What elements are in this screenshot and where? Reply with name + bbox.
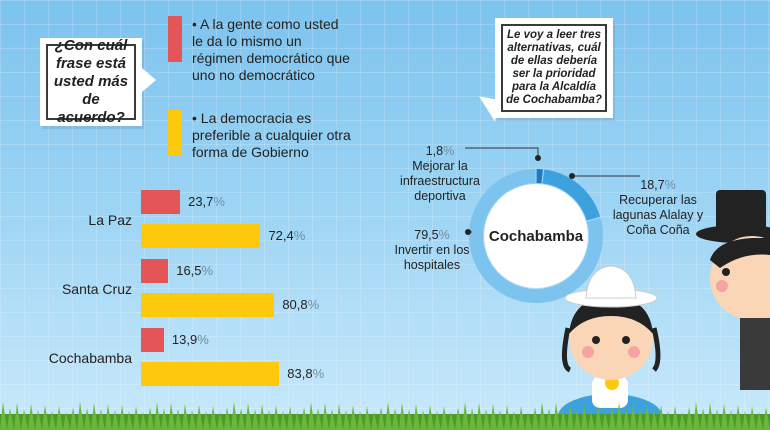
bar-unit: %	[312, 366, 325, 381]
donut-annotation: 18,7% Recuperar las lagunas Alalay y Coñ…	[608, 178, 708, 238]
cheek-right	[628, 346, 640, 358]
donut-center-label: Cochabamba	[488, 227, 584, 245]
legend-swatch-red	[168, 16, 182, 62]
bar-value-label: 23,7%	[188, 194, 225, 209]
slice-label: Invertir en los hospitales	[394, 243, 470, 272]
donut-svg	[469, 169, 603, 303]
city-label: Santa Cruz	[61, 281, 132, 297]
bar-value-label: 83,8%	[287, 366, 324, 381]
question-right-text: Le voy a leer tres alternativas, cuál de…	[501, 24, 607, 112]
question-bubble-left: ¿Con cuál frase está usted más de acuerd…	[40, 37, 156, 126]
bar-value: 13,9	[171, 332, 198, 347]
bar-unit: %	[293, 228, 306, 243]
donut-chart: Cochabamba	[462, 162, 610, 310]
eye	[722, 268, 730, 276]
bubble-tail	[142, 68, 156, 92]
slice-unit: %	[664, 178, 676, 192]
donut-slice	[469, 169, 603, 303]
bar-value: 80,8	[282, 297, 308, 312]
city-label: Cochabamba	[48, 350, 132, 366]
braid-left	[562, 327, 572, 373]
bar-value-label: 72,4%	[268, 228, 305, 243]
donut-slice	[542, 169, 601, 221]
top-hat-crown	[716, 190, 766, 232]
legend-label: • La democracia es preferible a cualquie…	[192, 110, 351, 160]
legend-label: • A la gente como usted le da lo mismo u…	[192, 16, 350, 83]
bar	[141, 190, 181, 214]
donut-annotation: 79,5% Invertir en los hospitales	[388, 228, 476, 273]
slice-value: 18,7	[640, 178, 665, 192]
bubble-tail	[475, 96, 499, 122]
slice-unit: %	[438, 228, 450, 242]
city-label: La Paz	[88, 212, 132, 228]
bar	[141, 362, 280, 386]
legend-item-red: • A la gente como usted le da lo mismo u…	[168, 16, 353, 84]
bar-unit: %	[197, 332, 209, 347]
bar-unit: %	[307, 297, 320, 312]
grass-border	[0, 402, 770, 430]
bar-value-label: 13,9%	[172, 332, 209, 347]
hair-shape	[710, 238, 770, 268]
man-illustration	[696, 190, 770, 390]
bar	[141, 328, 164, 352]
bar	[141, 293, 275, 317]
bar	[141, 259, 169, 283]
grass-blades	[0, 402, 770, 430]
bar-value: 23,7	[188, 194, 214, 209]
bar-unit: %	[213, 194, 225, 209]
bar-value: 72,4	[268, 228, 294, 243]
slice-unit: %	[443, 144, 455, 158]
bar-value: 16,5	[176, 263, 202, 278]
bar-value-label: 16,5%	[176, 263, 213, 278]
donut-hole	[484, 184, 588, 288]
eye-left	[592, 336, 600, 344]
blouse-shape	[592, 376, 628, 408]
legend-swatch-yellow	[168, 110, 182, 156]
question-bubble-right: Le voy a leer tres alternativas, cuál de…	[475, 18, 613, 122]
bar-value: 83,8	[287, 366, 313, 381]
legend-item-yellow: • La democracia es preferible a cualquie…	[168, 110, 358, 161]
hat-crown	[585, 265, 637, 299]
slice-value: 1,8	[425, 144, 444, 158]
slice-label: Recuperar las lagunas Alalay y Coña Coña	[612, 193, 704, 237]
bar-value-label: 80,8%	[282, 297, 319, 312]
braid-right	[651, 327, 661, 372]
coat-shape	[740, 318, 770, 390]
question-left-text: ¿Con cuál frase está usted más de acuerd…	[46, 37, 136, 126]
bar-unit: %	[201, 263, 214, 278]
bar	[141, 224, 261, 248]
slice-label: Mejorar la infraestructura deportiva	[400, 159, 480, 203]
donut-annotation: 1,8% Mejorar la infraestructura deportiv…	[390, 144, 490, 204]
cheek-left	[582, 346, 594, 358]
eye-right	[622, 336, 630, 344]
slice-value: 79,5	[414, 228, 439, 242]
cheek	[716, 280, 728, 292]
